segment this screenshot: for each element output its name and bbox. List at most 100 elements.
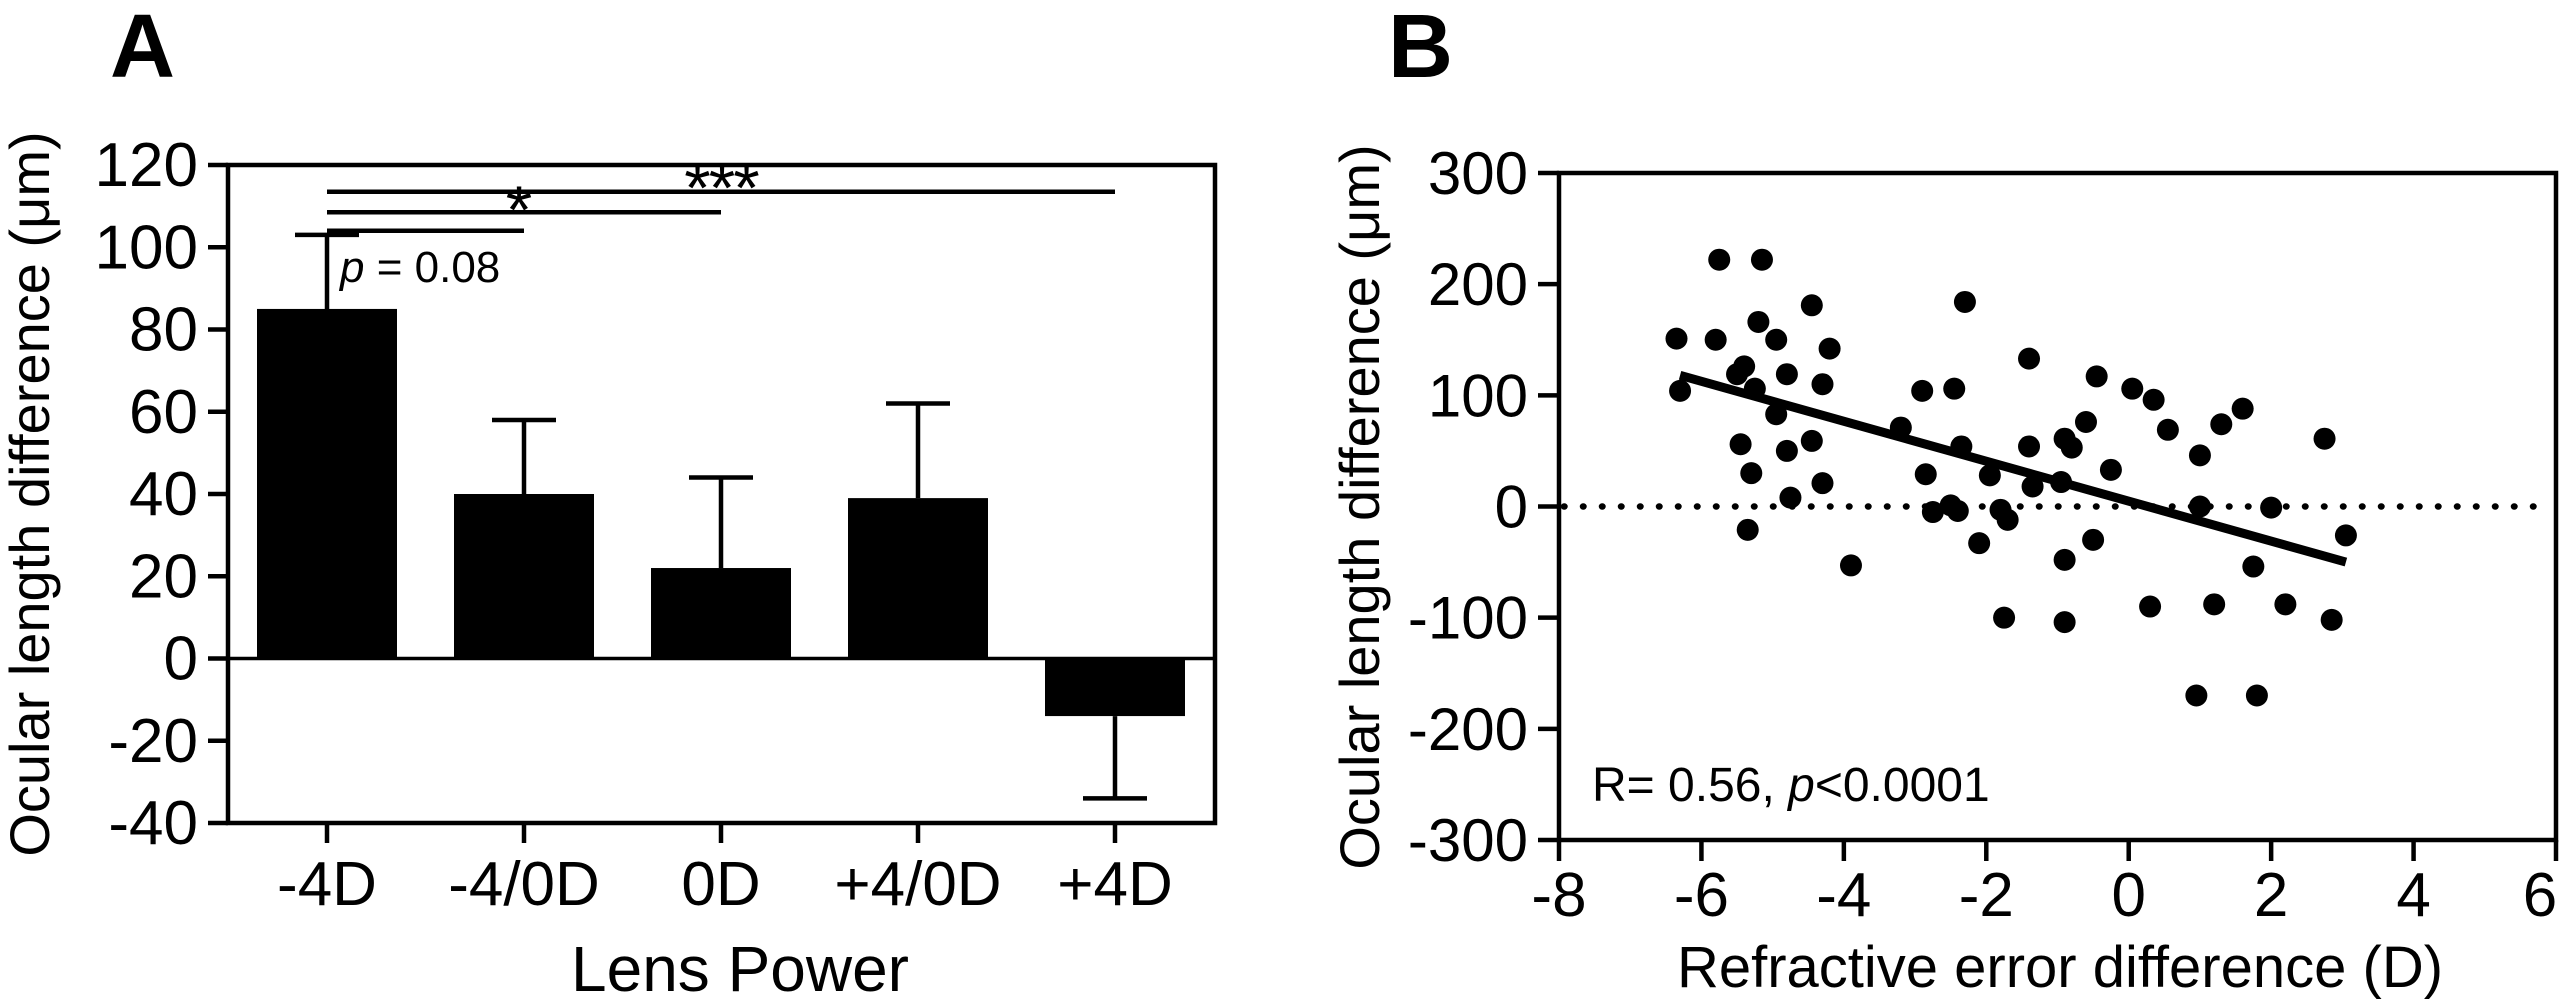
b-point-5 (1729, 433, 1752, 456)
b-ytick-label-100: 100 (1428, 362, 1528, 429)
a-ytick-label-80: 80 (129, 296, 198, 365)
b-point-55 (2188, 495, 2211, 518)
b-point-3 (1708, 248, 1731, 271)
a-ytick-label-60: 60 (129, 378, 198, 447)
a-bar-0D (651, 568, 791, 659)
a-xtick-label-0D: 0D (681, 850, 760, 919)
b-point-24 (1911, 379, 1934, 402)
b-point-65 (2334, 524, 2357, 547)
b-point-33 (1978, 464, 2001, 487)
b-xtick-label-0: 0 (2111, 861, 2145, 930)
b-xtick-label--8: -8 (1531, 861, 1586, 930)
a-bar-+4D (1045, 658, 1185, 717)
b-point-16 (1779, 486, 1802, 509)
b-point-21 (1818, 337, 1841, 360)
correlation-p-value: <0.0001 (1814, 759, 1990, 812)
b-point-37 (2018, 347, 2041, 370)
b-point-44 (2060, 436, 2083, 459)
panel-a-significance-star: * (505, 172, 532, 248)
b-point-47 (2085, 365, 2108, 388)
b-point-56 (2203, 593, 2226, 616)
b-point-59 (2242, 555, 2265, 578)
a-ytick-label-0: 0 (164, 625, 198, 694)
a-ytick-label-40: 40 (129, 460, 198, 529)
b-ytick-label--100: -100 (1408, 585, 1528, 652)
correlation-r-value: R= 0.56, (1592, 759, 1789, 812)
panel-b-x-axis-title: Refractive error difference (D) (1676, 935, 2444, 1000)
b-point-32 (1968, 532, 1991, 555)
b-ytick-label--200: -200 (1408, 696, 1528, 763)
panel-a-significance-p-value-label: p = 0.08 (340, 243, 501, 292)
b-point-49 (2121, 377, 2144, 400)
a-xtick-label-+4D: +4D (1057, 850, 1172, 919)
b-point-46 (2082, 528, 2105, 551)
b-xtick-label-4: 4 (2396, 861, 2430, 930)
b-point-28 (1943, 377, 1966, 400)
b-xtick-label--4: -4 (1816, 861, 1871, 930)
b-point-52 (2156, 418, 2179, 441)
b-xtick-label-2: 2 (2254, 861, 2288, 930)
b-point-43 (2053, 548, 2076, 571)
a-xtick-label--4D: -4D (277, 850, 377, 919)
panel-b-correlation-annotation: R= 0.56, p<0.0001 (1592, 759, 1990, 813)
a-ytick-label-120: 120 (95, 131, 198, 200)
b-point-0 (1665, 327, 1688, 350)
b-point-10 (1747, 310, 1770, 333)
b-point-6 (1733, 355, 1756, 378)
b-point-17 (1800, 294, 1823, 317)
p-value-text: = 0.08 (364, 243, 501, 292)
a-xtick-label--4/0D: -4/0D (448, 850, 600, 919)
b-point-62 (2274, 593, 2297, 616)
b-point-13 (1765, 328, 1788, 351)
b-point-26 (1921, 501, 1944, 524)
b-point-38 (2018, 435, 2041, 458)
b-point-36 (1996, 508, 2019, 531)
b-point-14 (1775, 363, 1798, 386)
b-point-1 (1669, 379, 1692, 402)
b-ytick-label--300: -300 (1408, 807, 1528, 874)
b-point-53 (2185, 684, 2208, 707)
a-bar-+4/0D (848, 498, 988, 659)
b-point-2 (1704, 328, 1727, 351)
b-point-29 (1946, 499, 1969, 522)
b-point-11 (1750, 248, 1773, 271)
b-point-15 (1775, 439, 1798, 462)
b-point-63 (2313, 427, 2336, 450)
panel-a-y-axis-title: Ocular length difference (μm) (0, 131, 61, 857)
b-point-12 (1765, 403, 1788, 426)
b-point-64 (2320, 608, 2343, 631)
a-bar--4D (257, 308, 397, 659)
a-ytick-label--40: -40 (108, 789, 198, 858)
b-point-58 (2231, 397, 2254, 420)
b-xtick-label-6: 6 (2523, 861, 2557, 930)
correlation-italic-p: p (1788, 759, 1815, 812)
b-point-22 (1839, 554, 1862, 577)
b-point-51 (2142, 388, 2165, 411)
b-point-18 (1800, 429, 1823, 452)
a-bar--4/0D (454, 494, 594, 659)
b-point-42 (2053, 611, 2076, 634)
a-xtick-label-+4/0D: +4/0D (834, 850, 1001, 919)
b-point-61 (2260, 496, 2283, 519)
b-point-45 (2074, 411, 2097, 434)
b-point-39 (2021, 475, 2044, 498)
panel-a-significance-triple-star: *** (684, 150, 759, 226)
b-point-7 (1736, 518, 1759, 541)
b-ytick-label-300: 300 (1428, 140, 1528, 207)
b-point-19 (1811, 373, 1834, 396)
b-regression-line (1678, 370, 2348, 567)
a-ytick-label-100: 100 (95, 213, 198, 282)
p-value-italic-p: p (340, 243, 365, 292)
b-point-54 (2188, 444, 2211, 467)
b-point-25 (1914, 463, 1937, 486)
a-ytick-label-20: 20 (129, 542, 198, 611)
panel-b-letter: B (1388, 0, 1453, 97)
panel-a-x-axis-title: Lens Power (571, 933, 909, 1005)
b-point-31 (1953, 290, 1976, 313)
b-ytick-label-200: 200 (1428, 251, 1528, 318)
panel-a-letter: A (110, 0, 175, 97)
b-point-48 (2099, 458, 2122, 481)
a-ytick-label--20: -20 (108, 707, 198, 776)
